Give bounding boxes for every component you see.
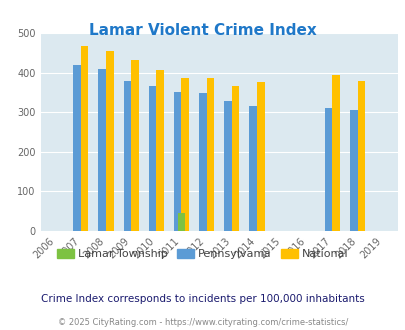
Bar (156, 70, 164, 231)
Text: Crime Index corresponds to incidents per 100,000 inhabitants: Crime Index corresponds to incidents per… (41, 294, 364, 304)
Bar (131, 60, 139, 231)
Legend: Lamar Township, Pennsylvania, National: Lamar Township, Pennsylvania, National (53, 244, 352, 263)
Bar (181, 78, 189, 231)
Bar (148, 86, 156, 231)
Bar (98, 69, 106, 231)
Bar (224, 101, 231, 231)
Bar (249, 106, 256, 231)
Bar (357, 81, 364, 231)
Bar (332, 75, 339, 231)
Bar (177, 213, 185, 231)
Text: Lamar Violent Crime Index: Lamar Violent Crime Index (89, 23, 316, 38)
Bar (81, 46, 88, 231)
Bar (324, 108, 332, 231)
Bar (106, 51, 113, 231)
Bar (73, 65, 81, 231)
Bar (206, 78, 214, 231)
Bar (256, 82, 264, 231)
Bar (349, 110, 357, 231)
Bar (173, 92, 181, 231)
Bar (231, 86, 239, 231)
Text: © 2025 CityRating.com - https://www.cityrating.com/crime-statistics/: © 2025 CityRating.com - https://www.city… (58, 318, 347, 327)
Bar (198, 93, 206, 231)
Bar (124, 81, 131, 231)
